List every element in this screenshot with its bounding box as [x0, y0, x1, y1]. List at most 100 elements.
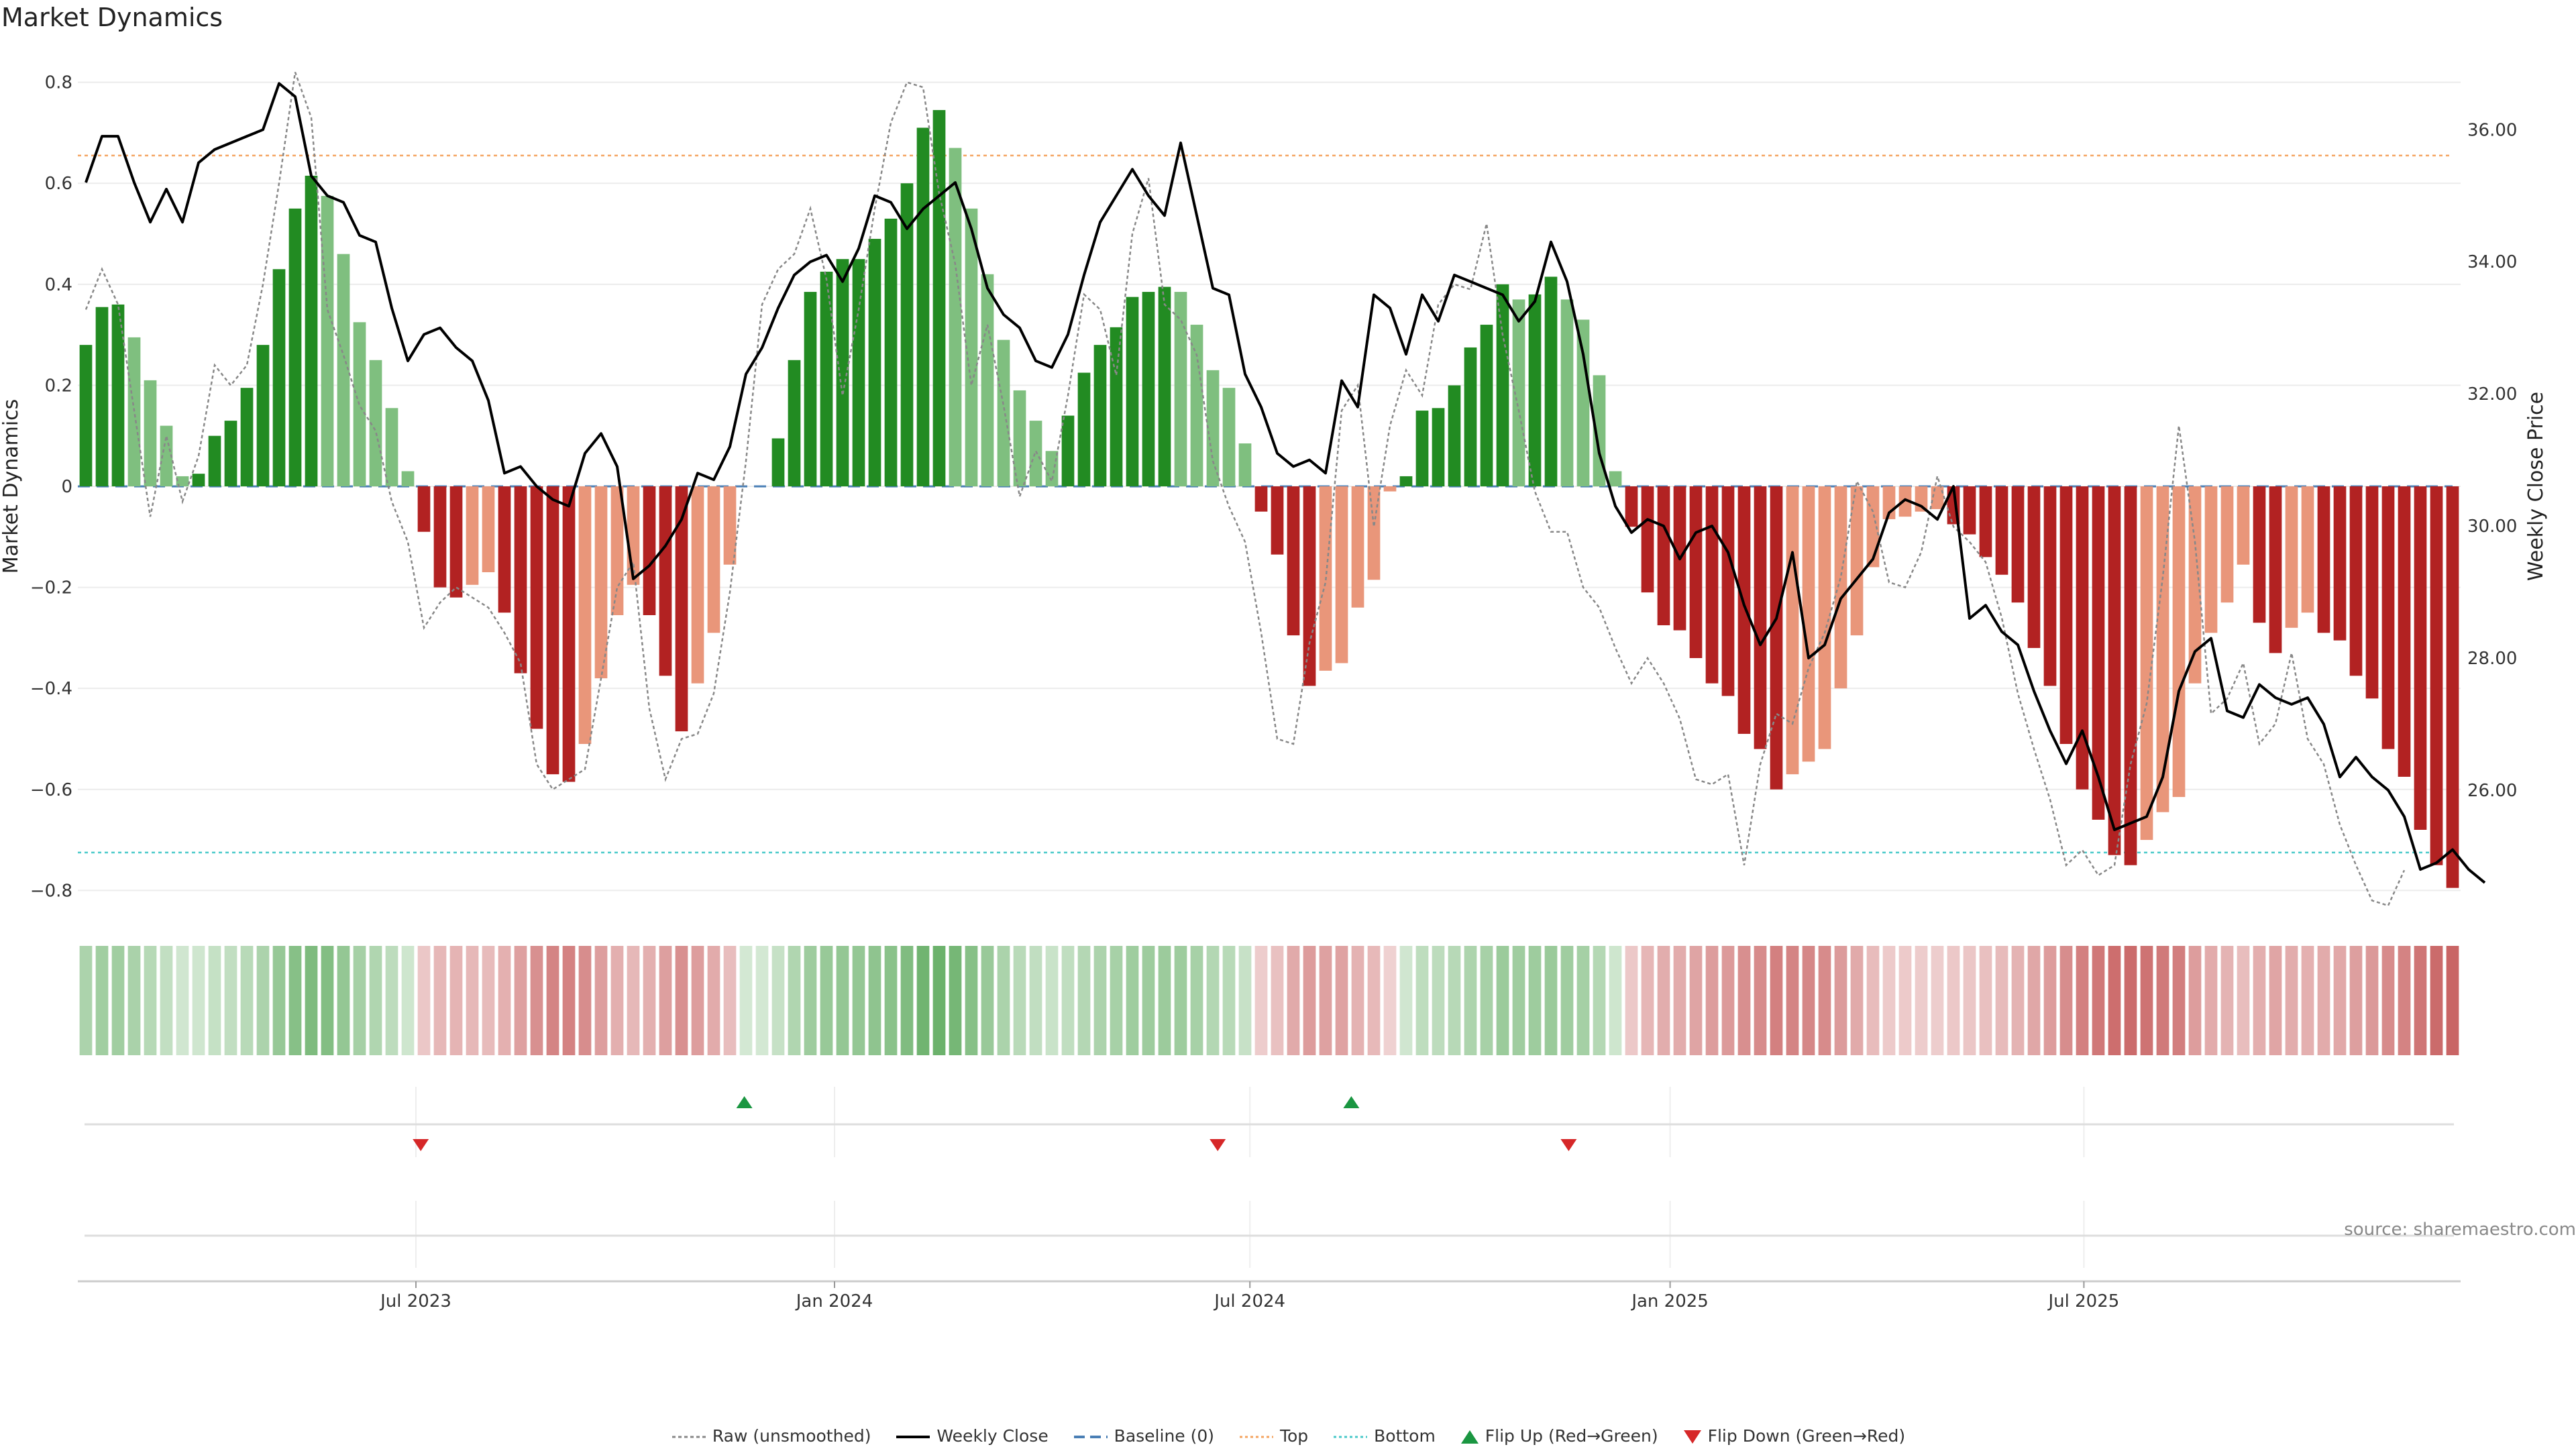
dynamics-bar — [1432, 408, 1445, 486]
dynamics-bar — [949, 148, 962, 486]
heat-cell — [1689, 946, 1703, 1055]
dynamics-bar — [2446, 486, 2459, 888]
dynamics-bar — [707, 486, 720, 633]
heat-cell — [1448, 946, 1461, 1055]
legend-raw-swatch — [672, 1436, 706, 1438]
heat-cell — [2365, 946, 2379, 1055]
dynamics-bar — [1222, 388, 1236, 486]
heat-cell — [804, 946, 817, 1055]
dynamics-bar — [433, 486, 447, 588]
heat-cell — [1464, 946, 1477, 1055]
heat-cell — [1593, 946, 1606, 1055]
dynamics-bar — [176, 476, 189, 486]
heat-cell — [2398, 946, 2411, 1055]
dynamics-bar — [2092, 486, 2105, 820]
dynamics-bar — [385, 408, 398, 486]
heat-cell — [1576, 946, 1590, 1055]
dynamics-bar — [1206, 370, 1220, 486]
triangle-up-icon — [1460, 1430, 1479, 1444]
dynamics-bar — [643, 486, 656, 615]
y-left-tick-label: 0.6 — [45, 174, 72, 194]
dynamics-bar — [1158, 286, 1171, 486]
chart-title: Market Dynamics — [1, 3, 223, 32]
dynamics-bar — [2317, 486, 2330, 633]
heat-cell — [1238, 946, 1252, 1055]
y-left-tick-label: −0.4 — [30, 679, 72, 699]
heat-cell — [723, 946, 737, 1055]
heat-cell — [594, 946, 608, 1055]
dynamics-bar — [1576, 319, 1590, 486]
legend-flip-down: Flip Down (Green→Red) — [1682, 1426, 1905, 1446]
axes: 0.8 0.6 0.4 0.2 0 −0.2 −0.4 −0.6 −0.8 36.00 34.00 3… — [0, 73, 2548, 1311]
dynamics-bar — [2237, 486, 2250, 565]
dynamics-bar — [965, 208, 978, 486]
legend-baseline: Baseline (0) — [1073, 1426, 1214, 1446]
dynamics-bar — [1705, 486, 1719, 684]
heat-cell — [1979, 946, 1992, 1055]
y-left-tick-label: 0.8 — [45, 73, 72, 93]
heat-cell — [659, 946, 672, 1055]
heat-strip — [79, 946, 2459, 1055]
heat-cell — [1560, 946, 1574, 1055]
dynamics-bar — [2140, 486, 2153, 841]
dynamics-bar — [144, 380, 157, 486]
dynamics-bar — [240, 388, 254, 486]
heat-cell — [2285, 946, 2298, 1055]
dynamics-bar — [2253, 486, 2266, 623]
y-right-tick-label: 26.00 — [2467, 781, 2517, 801]
y-right-tick-label: 36.00 — [2467, 120, 2517, 140]
dynamics-bar — [771, 438, 785, 486]
dynamics-bar — [1641, 486, 1654, 593]
heat-cell — [2301, 946, 2314, 1055]
dynamics-bar — [2398, 486, 2411, 777]
heat-cell — [2011, 946, 2025, 1055]
dynamics-bar — [2059, 486, 2073, 744]
dynamics-bar — [1963, 486, 1976, 535]
dynamics-bar — [208, 435, 221, 486]
legend-top: Top — [1238, 1426, 1308, 1446]
heat-cell — [1931, 946, 1944, 1055]
heat-cell — [1383, 946, 1397, 1055]
dynamics-bar — [2204, 486, 2218, 633]
legend-close-label: Weekly Close — [936, 1426, 1049, 1446]
heat-cell — [2446, 946, 2459, 1055]
dynamics-bar — [1995, 486, 2008, 575]
heat-cell — [788, 946, 801, 1055]
heat-cell — [1963, 946, 1976, 1055]
dynamics-bar — [1496, 284, 1509, 486]
dynamics-bar — [127, 337, 141, 486]
dynamics-bar — [723, 486, 737, 565]
dynamics-bar — [852, 259, 865, 486]
legend-bottom-label: Bottom — [1374, 1426, 1436, 1446]
dynamics-bar — [981, 274, 994, 486]
heat-cell — [1142, 946, 1155, 1055]
dynamics-bar — [1609, 471, 1622, 486]
x-tick-label: Jan 2025 — [1630, 1291, 1709, 1311]
dynamics-bar — [1979, 486, 1992, 557]
heat-cell — [1512, 946, 1525, 1055]
y-left-tick-label: −0.6 — [30, 780, 72, 800]
dynamics-bar — [1770, 486, 1783, 790]
dynamics-bar — [675, 486, 688, 732]
heat-cell — [852, 946, 865, 1055]
x-tick-label: Jul 2024 — [1213, 1291, 1285, 1311]
dynamics-bar — [884, 218, 898, 486]
dynamics-bar — [1126, 297, 1139, 486]
heat-cell — [176, 946, 189, 1055]
y-left-tick-label: 0.4 — [45, 275, 72, 295]
dynamics-bar — [2301, 486, 2314, 613]
heat-cell — [965, 946, 978, 1055]
x-tick-label: Jan 2024 — [795, 1291, 873, 1311]
heat-cell — [1206, 946, 1220, 1055]
dynamics-bar — [1174, 292, 1187, 486]
dynamics-bar — [1351, 486, 1364, 608]
heat-cell — [691, 946, 704, 1055]
dynamics-bar — [417, 486, 431, 532]
dynamics-bar — [2381, 486, 2395, 749]
legend-close-swatch — [896, 1436, 930, 1438]
heat-cell — [2059, 946, 2073, 1055]
heat-cell — [2204, 946, 2218, 1055]
heat-cell — [610, 946, 624, 1055]
heat-cell — [1126, 946, 1139, 1055]
heat-cell — [2140, 946, 2153, 1055]
